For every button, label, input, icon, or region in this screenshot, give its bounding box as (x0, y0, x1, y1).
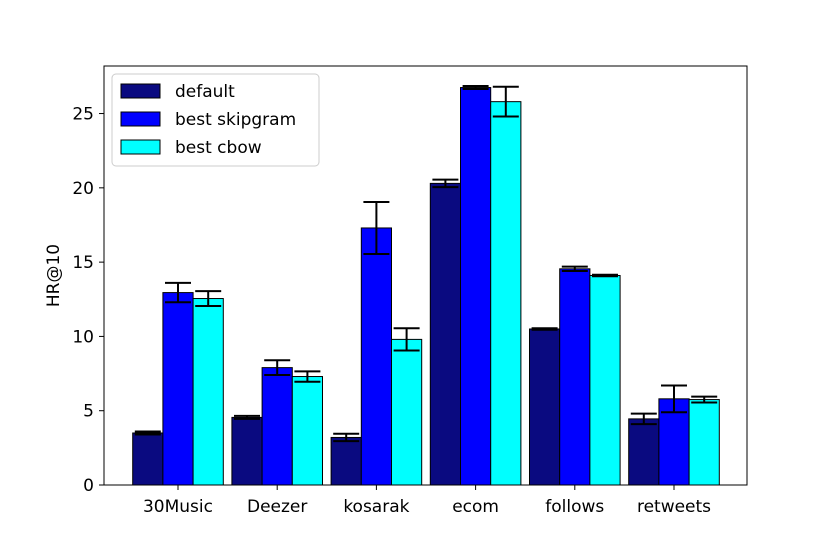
bar-best-cbow-Deezer (291, 376, 323, 486)
legend-swatch (120, 83, 161, 99)
error-bar (592, 273, 618, 278)
legend-label: best cbow (175, 138, 262, 158)
y-tick-label: 5 (83, 402, 94, 422)
bar-best-skipgram-30Music (162, 292, 194, 486)
error-bar (630, 412, 657, 426)
y-axis-label: HR@10 (44, 244, 64, 307)
error-bar (432, 178, 459, 189)
y-tick-label: 20 (72, 179, 94, 199)
y-tick-label: 10 (72, 327, 94, 347)
bars-layer (132, 87, 720, 486)
legend-swatch (120, 139, 161, 155)
bar-best-cbow-kosarak (391, 338, 423, 486)
bar-default-30Music (132, 432, 164, 486)
bar-default-ecom (429, 182, 461, 486)
error-bar (134, 430, 161, 436)
legend-label: best skipgram (175, 110, 296, 130)
bar-best-cbow-30Music (192, 298, 224, 486)
x-tick-label: Deezer (247, 497, 307, 517)
bar-best-cbow-retweets (688, 399, 720, 486)
x-tick-label: kosarak (343, 497, 409, 517)
bar-default-follows (529, 328, 561, 486)
bar-best-skipgram-ecom (460, 87, 492, 486)
legend: default best skipgram best cbow (111, 73, 320, 167)
bar-best-skipgram-kosarak (360, 227, 392, 486)
y-tick-label: 0 (83, 476, 94, 496)
error-bars-layer (134, 85, 718, 443)
bar-default-retweets (628, 418, 660, 486)
y-tick-label: 15 (72, 253, 94, 273)
plot-frame (103, 65, 748, 486)
error-bar (661, 384, 687, 414)
error-bar (691, 395, 718, 404)
error-bar (165, 281, 191, 304)
error-bar (561, 265, 588, 273)
error-bar (195, 290, 222, 307)
x-tick-label: retweets (637, 497, 711, 517)
error-bar (333, 432, 360, 443)
x-tick-label: ecom (452, 497, 499, 517)
error-bar (393, 327, 420, 352)
bar-best-cbow-follows (589, 275, 621, 486)
error-bar (531, 327, 558, 331)
error-bar (294, 370, 321, 383)
bar-best-skipgram-Deezer (261, 367, 293, 486)
x-axis: 30Music Deezer kosarak ecom follows retweets (143, 485, 711, 517)
bar-default-Deezer (231, 416, 263, 486)
error-bar (363, 200, 390, 255)
legend-label: default (175, 82, 235, 102)
y-tick-label: 25 (72, 105, 94, 125)
bar-best-skipgram-follows (559, 268, 591, 486)
error-bar (234, 414, 260, 420)
x-tick-label: 30Music (143, 497, 213, 517)
error-bar (492, 85, 519, 118)
error-bar (264, 359, 291, 377)
error-bar (462, 85, 489, 91)
legend-box (111, 73, 320, 167)
bar-default-kosarak (330, 436, 362, 486)
x-tick-label: follows (545, 497, 604, 517)
legend-swatch (120, 111, 161, 127)
y-axis: 0 5 10 15 20 25 (72, 105, 104, 496)
bar-best-cbow-ecom (490, 101, 522, 486)
